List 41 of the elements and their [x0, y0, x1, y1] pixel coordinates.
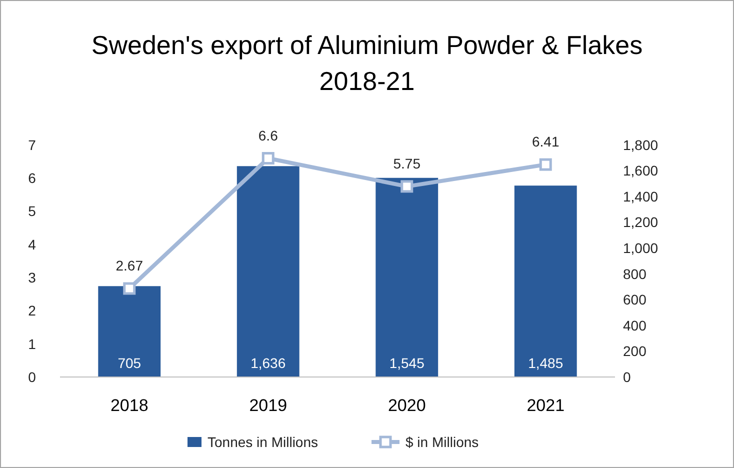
- y2-tick-label: 400: [623, 317, 647, 334]
- y2-tick-label: 1,600: [623, 162, 658, 179]
- y-tick-label: 1: [28, 336, 36, 352]
- y-tick-label: 0: [28, 368, 36, 385]
- y-tick-label: 6: [28, 170, 36, 186]
- bar: [514, 186, 577, 377]
- data-label: 6.41: [532, 134, 560, 150]
- y-tick-label: 2: [28, 302, 36, 319]
- data-label: 1,545: [389, 355, 425, 371]
- bar: [98, 286, 161, 377]
- y2-tick-label: 600: [623, 292, 647, 308]
- legend-label: $ in Millions: [406, 434, 479, 450]
- data-label: 5.75: [393, 155, 421, 172]
- x-tick-label: 2020: [388, 396, 426, 415]
- chart-title: Sweden's export of Aluminium Powder & Flakes 2018-21: [91, 30, 643, 96]
- data-label: 1,636: [250, 355, 286, 371]
- x-tick-label: 2019: [249, 396, 288, 415]
- bar: [376, 178, 438, 377]
- y-tick-label: 3: [28, 269, 36, 286]
- data-label: 6.6: [258, 127, 278, 144]
- y2-tick-label: 1,800: [623, 136, 658, 153]
- data-label: 1,485: [528, 355, 564, 371]
- y-tick-label: 5: [28, 203, 36, 220]
- y-tick-label: 4: [28, 236, 36, 252]
- y2-tick-label: 800: [623, 266, 647, 282]
- x-tick-label: 2021: [526, 396, 565, 415]
- legend-label: Tonnes in Millions: [208, 434, 318, 450]
- data-label: 705: [118, 355, 142, 371]
- y2-tick-label: 1,200: [623, 214, 658, 230]
- data-label: 2.67: [116, 258, 144, 274]
- point: [262, 152, 274, 165]
- y2-tick-label: 200: [623, 343, 647, 360]
- point: [539, 158, 552, 171]
- y-tick-label: 7: [28, 136, 36, 153]
- point: [400, 180, 414, 193]
- y2-tick-label: 1,000: [623, 240, 658, 256]
- y2-tick-label: 1,400: [623, 188, 658, 204]
- point: [123, 282, 136, 295]
- x-tick-label: 2018: [110, 396, 148, 415]
- bar: [236, 166, 300, 377]
- y2-tick-label: 0: [623, 368, 631, 385]
